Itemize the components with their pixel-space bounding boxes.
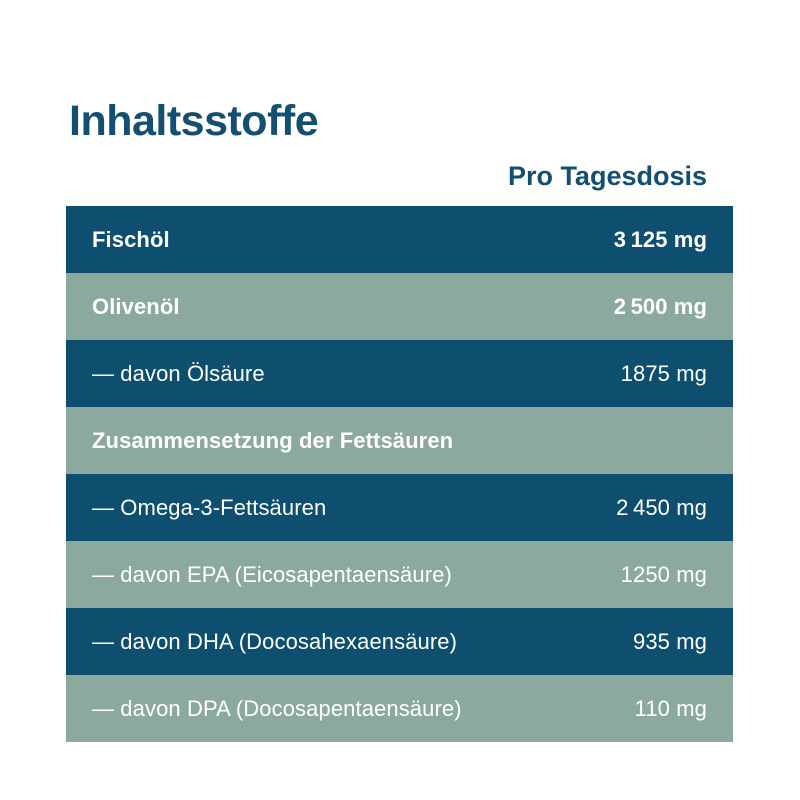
row-label: — Omega-3-Fettsäuren xyxy=(92,494,327,520)
table-row: — Omega-3-Fettsäuren 2 450 mg xyxy=(66,474,733,541)
row-label: — davon DHA (Docosahexaensäure) xyxy=(92,628,458,654)
row-label: Olivenöl xyxy=(92,293,180,319)
row-value: 1250 mg xyxy=(620,561,707,587)
row-value: 3 125 mg xyxy=(613,226,707,252)
table-row: Fischöl 3 125 mg xyxy=(66,206,733,273)
row-label: Zusammensetzung der Fettsäuren xyxy=(92,427,454,453)
row-value: 110 mg xyxy=(634,695,707,721)
table-row: — davon Ölsäure 1875 mg xyxy=(66,340,733,407)
table-row: Zusammensetzung der Fettsäuren xyxy=(66,407,733,474)
table-row: — davon EPA (Eicosapentaensäure) 1250 mg xyxy=(66,541,733,608)
row-label: — davon Ölsäure xyxy=(92,360,265,386)
row-value: 935 mg xyxy=(633,628,707,654)
row-label: — davon EPA (Eicosapentaensäure) xyxy=(92,561,452,587)
table-row: — davon DPA (Docosapentaensäure) 110 mg xyxy=(66,675,733,742)
table-row: — davon DHA (Docosahexaensäure) 935 mg xyxy=(66,608,733,675)
table-row: Olivenöl 2 500 mg xyxy=(66,273,733,340)
row-label: Fischöl xyxy=(92,226,170,252)
page-title: Inhaltsstoffe xyxy=(69,96,319,145)
ingredients-table: Fischöl 3 125 mg Olivenöl 2 500 mg — dav… xyxy=(66,206,733,742)
row-label: — davon DPA (Docosapentaensäure) xyxy=(92,695,462,721)
column-header-pro-tagesdosis: Pro Tagesdosis xyxy=(507,161,707,191)
row-value: 1875 mg xyxy=(620,360,707,386)
row-value: 2 450 mg xyxy=(616,494,707,520)
row-value: 2 500 mg xyxy=(613,293,707,319)
